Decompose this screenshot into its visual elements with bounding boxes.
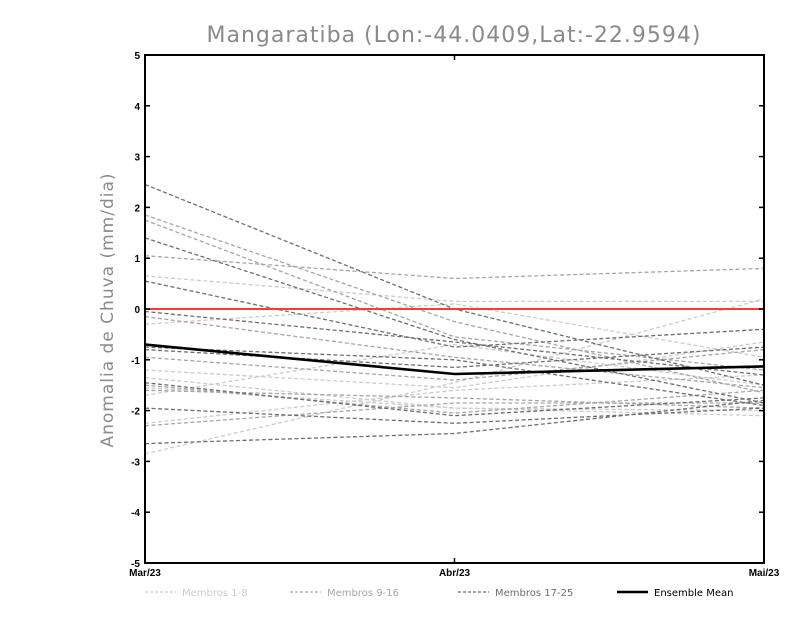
chart-title: Mangaratiba (Lon:-44.0409,Lat:-22.9594) (206, 23, 701, 48)
y-tick-label: -1 (131, 356, 140, 367)
member-line-1 (144, 275, 764, 303)
x-tick-label: Mar/23 (129, 568, 161, 579)
member-line-9 (144, 255, 765, 280)
x-tick-label: Mai/23 (749, 568, 780, 579)
member-line-6 (144, 343, 765, 397)
legend-label-4: Ensemble Mean (654, 588, 733, 599)
y-tick-label: -5 (131, 559, 140, 570)
legend: Membros 1-8 Membros 9-16 Membros 17-25 Ense… (145, 588, 733, 599)
y-tick-label: 4 (134, 102, 140, 113)
member-line-13 (144, 402, 764, 427)
y-tick-label: 5 (134, 51, 140, 62)
member-line-14 (144, 315, 765, 389)
y-tick-label: 1 (134, 254, 140, 265)
legend-label-2: Membros 9-16 (327, 588, 399, 599)
y-tick-label: 2 (134, 203, 140, 214)
legend-label-3: Membros 17-25 (495, 588, 573, 599)
ensemble-mean-line (144, 343, 765, 376)
x-tick-label: Abr/23 (439, 568, 471, 579)
member-line-10 (144, 219, 765, 371)
member-line-16 (144, 389, 765, 409)
member-line-8 (144, 376, 765, 412)
member-line-23 (144, 407, 765, 424)
y-tick-label: -4 (131, 508, 140, 519)
y-tick-label: 0 (134, 305, 140, 316)
member-line-24 (144, 399, 765, 445)
member-line-11 (144, 384, 765, 414)
member-line-7 (144, 303, 765, 358)
y-tick-label: -2 (131, 407, 140, 418)
member-line-21 (144, 346, 765, 369)
y-axis-label: Anomalia de Chuva (mm/dia) (98, 172, 118, 447)
y-tick-label: -3 (131, 457, 140, 468)
mean-layer (144, 343, 765, 376)
member-line-15 (144, 214, 765, 394)
member-line-5 (144, 374, 765, 424)
series-layer (144, 183, 765, 455)
legend-label-1: Membros 1-8 (182, 588, 248, 599)
y-tick-label: 3 (134, 153, 140, 164)
member-line-18 (144, 237, 765, 404)
axis-layer: -5 -4 -3 -2 -1 0 1 2 3 4 5 Mar/23 Abr/23 Mai/23 (129, 51, 780, 579)
member-line-4 (144, 298, 765, 455)
member-line-19 (144, 280, 765, 348)
